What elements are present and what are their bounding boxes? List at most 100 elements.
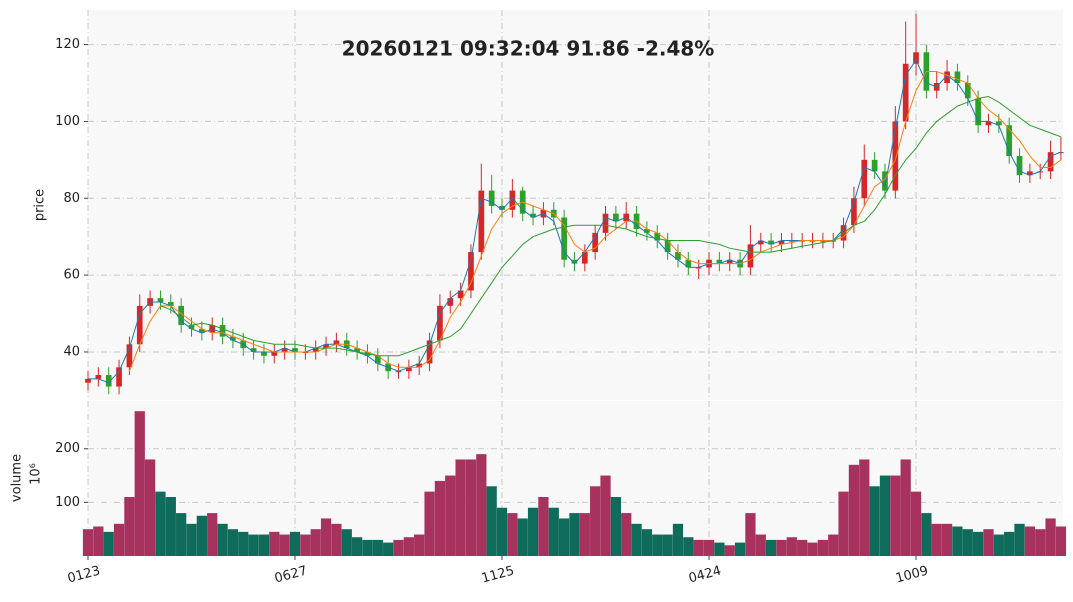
volume-bar: [258, 534, 270, 556]
candle-body: [250, 348, 257, 352]
candle-body: [374, 355, 381, 364]
volume-bar: [786, 537, 797, 556]
volume-bar: [124, 497, 135, 556]
volume-bar: [248, 534, 259, 556]
candle-body: [799, 240, 806, 242]
moving-average-line: [160, 95, 1062, 357]
volume-bar: [1024, 526, 1036, 556]
candle-body: [230, 336, 236, 341]
volume-bar: [383, 542, 394, 556]
volume-bar: [662, 534, 673, 556]
y-tick-label: 100: [55, 114, 80, 129]
volume-bar: [476, 454, 487, 556]
volume-bar: [579, 513, 590, 556]
volume-bar: [165, 497, 176, 556]
x-tick-label: 0627: [273, 563, 309, 586]
candle-body: [416, 363, 423, 368]
volume-bar: [527, 507, 539, 556]
volume-axis-label: volume: [10, 454, 25, 502]
candle-body: [1016, 156, 1023, 176]
candle-body: [116, 367, 122, 387]
volume-bar: [641, 529, 653, 556]
volume-bar: [465, 459, 477, 556]
candle-body: [126, 344, 133, 368]
candle-body: [468, 252, 474, 291]
y-axis-label: price: [33, 189, 48, 221]
y-tick-label: 60: [63, 268, 80, 283]
volume-bar: [134, 411, 145, 556]
volume-bar: [227, 529, 239, 556]
volume-bar: [289, 531, 301, 556]
volume-bar: [631, 523, 642, 556]
volume-bar: [600, 475, 611, 556]
x-tick-label: 0123: [66, 563, 102, 586]
candle-body: [602, 213, 609, 233]
volume-bar: [652, 534, 663, 556]
candle-body: [944, 71, 950, 84]
volume-bar: [113, 523, 125, 556]
volume-bar: [82, 529, 94, 556]
volume-bar: [869, 486, 880, 556]
candle-body: [447, 298, 454, 306]
candle-body: [664, 240, 671, 253]
volume-bar: [755, 534, 766, 556]
y-tick-label: 80: [63, 191, 80, 206]
candle-body: [830, 240, 837, 242]
volume-bar: [393, 539, 404, 556]
candle-body: [530, 213, 536, 218]
volume-bar: [703, 539, 715, 556]
volume-bar: [341, 529, 352, 556]
candle-body: [820, 240, 826, 242]
volume-bar: [558, 518, 570, 556]
candle-body: [167, 302, 174, 306]
volume-bar: [310, 529, 321, 556]
volume-bar: [496, 507, 508, 556]
candle-body: [478, 190, 485, 253]
volume-bar: [952, 526, 963, 556]
volume-bar: [331, 523, 342, 556]
candle-body: [292, 348, 298, 352]
volume-bar: [817, 539, 828, 556]
volume-bar: [176, 513, 187, 556]
volume-bar: [890, 475, 901, 556]
candle-body: [581, 252, 588, 264]
candle-body: [333, 340, 340, 345]
candle-body: [685, 259, 692, 268]
volume-bar: [973, 531, 984, 556]
candle-body: [95, 375, 102, 379]
candle-body: [561, 217, 567, 260]
x-tick-label: 1125: [480, 563, 516, 586]
volume-bar: [828, 534, 839, 556]
candle-body: [261, 351, 267, 356]
volume-bar: [207, 513, 218, 556]
candle-body: [975, 98, 981, 126]
candle-body: [457, 290, 464, 299]
x-tick-label: 1009: [894, 563, 930, 586]
volume-bar: [279, 534, 290, 556]
chart-title: 20260121 09:32:04 91.86 -2.48%: [342, 37, 715, 61]
candle-body: [747, 244, 754, 268]
volume-bar: [1055, 526, 1067, 556]
volume-bar: [517, 518, 528, 556]
volume-bar: [797, 539, 808, 556]
volume-bar: [320, 518, 332, 556]
candle-body: [312, 348, 319, 352]
candle-body: [406, 367, 412, 372]
volume-bar: [683, 537, 694, 556]
volume-bar: [921, 513, 932, 556]
volume-bar: [196, 515, 207, 556]
candle-body: [488, 190, 495, 206]
candle-body: [323, 344, 329, 349]
candle-body: [954, 71, 961, 84]
volume-bar: [362, 539, 373, 556]
volume-bar: [900, 459, 911, 556]
volume-bar: [538, 497, 549, 556]
candle-body: [592, 232, 599, 253]
candle-body: [757, 240, 764, 245]
y-tick-label: 40: [63, 344, 80, 359]
candle-body: [778, 240, 785, 245]
volume-bar: [983, 529, 994, 556]
volume-bar: [672, 523, 684, 556]
volume-exponent: 10⁶: [29, 463, 44, 485]
volume-bar: [103, 531, 114, 556]
